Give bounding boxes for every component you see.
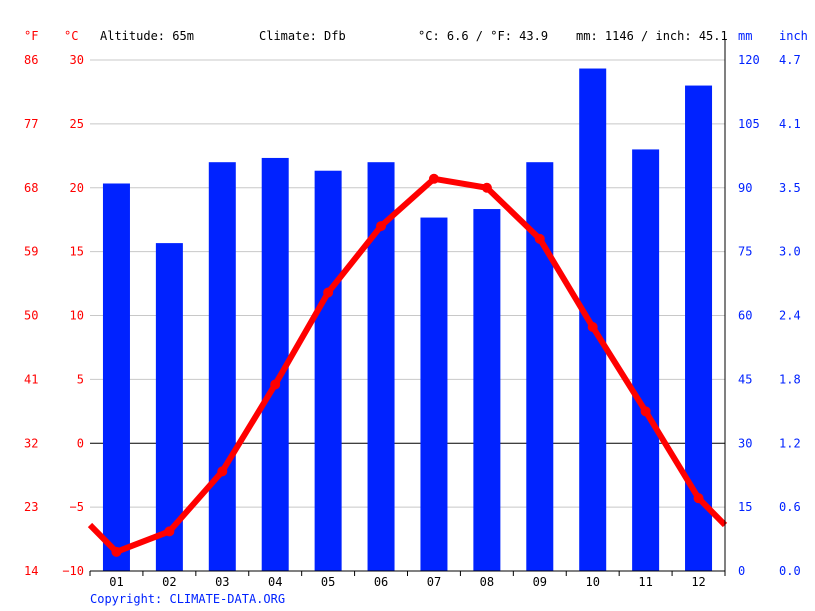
month-label: 02 [162,575,176,589]
temperature-point [693,493,704,504]
tick-mm: 75 [738,245,752,259]
month-label: 05 [321,575,335,589]
month-label: 12 [691,575,705,589]
month-label: 10 [585,575,599,589]
precip-bar [420,217,448,571]
precip-bar [208,162,236,571]
precip-bar [579,68,607,572]
month-label: 07 [427,575,441,589]
unit-inch-label: inch [779,29,808,43]
precip-bar [526,162,554,571]
tick-f: 41 [24,372,38,386]
temperature-point [640,406,651,417]
unit-mm-label: mm [738,29,752,43]
unit-c-label: °C [64,29,78,43]
tick-f: 86 [24,53,38,67]
precip-bar [685,85,713,572]
tick-c: 30 [70,53,84,67]
temp-avg-label: °C: 6.6 / °F: 43.9 [418,29,548,43]
tick-mm: 60 [738,309,752,323]
temperature-point [534,233,545,244]
tick-f: 77 [24,117,38,131]
precip-bar [155,243,183,571]
month-label: 01 [109,575,123,589]
month-label: 04 [268,575,282,589]
precip-bar [314,170,342,571]
unit-f-label: °F [24,29,38,43]
tick-inch: 3.0 [779,245,801,259]
temperature-point [217,466,228,477]
tick-mm: 90 [738,181,752,195]
temperature-point [587,321,598,332]
tick-mm: 15 [738,500,752,514]
tick-inch: 3.5 [779,181,801,195]
tick-mm: 105 [738,117,760,131]
tick-c: −5 [70,500,84,514]
month-label: 06 [374,575,388,589]
temperature-line [87,175,728,555]
temperature-point [111,546,122,557]
tick-c: 25 [70,117,84,131]
tick-c: −10 [62,564,84,578]
tick-c: 0 [77,436,84,450]
tick-f: 32 [24,436,38,450]
altitude-label: Altitude: 65m [100,29,194,43]
tick-f: 68 [24,181,38,195]
precip-bar [632,149,660,572]
tick-mm: 45 [738,372,752,386]
tick-mm: 0 [738,564,745,578]
month-label: 09 [533,575,547,589]
tick-c: 15 [70,245,84,259]
tick-inch: 4.7 [779,53,801,67]
tick-f: 14 [24,564,38,578]
tick-inch: 2.4 [779,309,801,323]
tick-f: 23 [24,500,38,514]
tick-mm: 30 [738,436,752,450]
temperature-point [376,221,387,232]
tick-c: 20 [70,181,84,195]
precip-total-label: mm: 1146 / inch: 45.1 [576,29,728,43]
month-label: 08 [480,575,494,589]
temperature-point [323,287,334,298]
precip-bar [473,209,501,571]
temperature-point [270,379,281,390]
month-label: 11 [638,575,652,589]
tick-inch: 0.6 [779,500,801,514]
temperature-point [164,526,175,537]
tick-inch: 0.0 [779,564,801,578]
precip-bar [102,183,130,571]
tick-mm: 120 [738,53,760,67]
tick-inch: 1.8 [779,372,801,386]
tick-inch: 1.2 [779,436,801,450]
tick-inch: 4.1 [779,117,801,131]
tick-f: 59 [24,245,38,259]
tick-c: 5 [77,372,84,386]
tick-f: 50 [24,309,38,323]
temperature-point [481,182,492,193]
tick-c: 10 [70,309,84,323]
temperature-point [428,173,439,184]
climate-label: Climate: Dfb [259,29,346,43]
month-label: 03 [215,575,229,589]
copyright: Copyright: CLIMATE-DATA.ORG [90,592,285,606]
